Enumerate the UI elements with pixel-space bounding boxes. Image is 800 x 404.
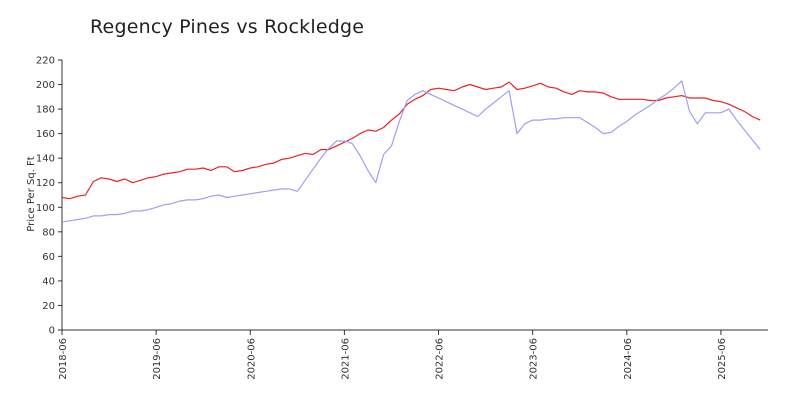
x-tick-label: 2023-06: [529, 338, 540, 380]
series-line-1: [61, 81, 761, 200]
x-tick-label: 2018-06: [58, 338, 69, 380]
y-tick-label: 160: [36, 129, 55, 140]
y-tick-label: 60: [42, 252, 55, 263]
x-tick-label: 2020-06: [246, 338, 257, 380]
x-tick-label: 2022-06: [435, 338, 446, 380]
y-tick-label: 20: [42, 301, 55, 312]
chart-title: Regency Pines vs Rockledge: [90, 16, 365, 38]
y-tick-label: 80: [42, 227, 55, 238]
x-axis-ticks: 2018-06 2019-06 2020-06 2021-06 2022-06 2023-…: [58, 330, 728, 380]
y-tick-label: 140: [36, 154, 55, 165]
x-tick-label: 2025-06: [717, 338, 728, 380]
series-lines: [61, 80, 761, 223]
axes: [61, 60, 768, 331]
y-tick-label: 200: [36, 80, 55, 91]
y-tick-label: 180: [36, 105, 55, 116]
x-tick-label: 2021-06: [340, 338, 351, 380]
y-axis-label: Price Per Sq. Ft: [26, 156, 37, 231]
x-tick-label: 2024-06: [623, 338, 634, 380]
series-line-2: [61, 80, 761, 223]
y-tick-label: 40: [42, 276, 55, 287]
y-axis-ticks: 0 20 40 60 80 100 120 140 160 180 200 220: [36, 56, 62, 337]
y-tick-label: 100: [36, 203, 55, 214]
y-tick-label: 0: [49, 326, 55, 337]
y-tick-label: 120: [36, 178, 55, 189]
x-tick-label: 2019-06: [152, 338, 163, 380]
y-tick-label: 220: [36, 56, 55, 67]
